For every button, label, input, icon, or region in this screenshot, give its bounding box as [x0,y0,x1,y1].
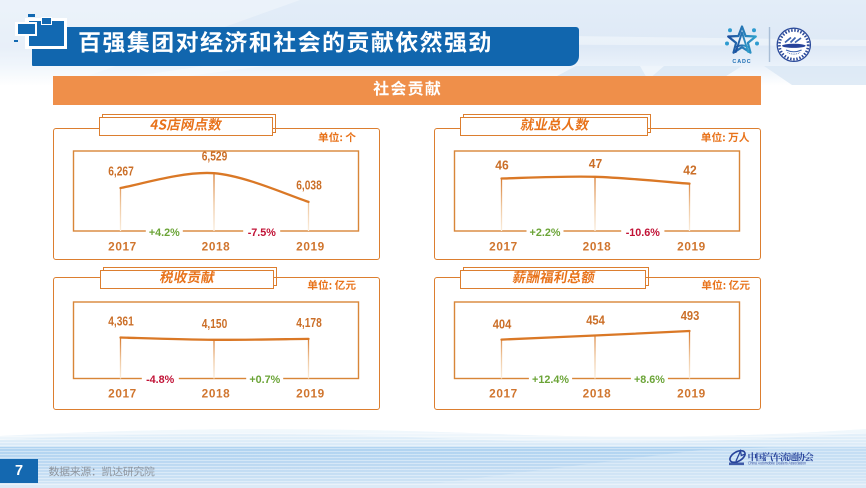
svg-text:46: 46 [495,157,508,172]
svg-text:2019: 2019 [677,240,706,254]
svg-text:6,267: 6,267 [109,163,135,178]
svg-text:47: 47 [589,156,602,171]
svg-text:+0.7%: +0.7% [250,374,281,386]
svg-text:493: 493 [681,308,700,323]
svg-text:2017: 2017 [489,387,518,401]
svg-text:2017: 2017 [109,387,138,401]
svg-text:4,150: 4,150 [202,316,228,331]
svg-text:CADC: CADC [732,59,751,65]
svg-text:2019: 2019 [677,387,706,401]
svg-text:454: 454 [586,313,605,328]
svg-text:2018: 2018 [583,387,612,401]
svg-text:2018: 2018 [583,240,612,254]
svg-text:42: 42 [683,163,696,178]
svg-text:2019: 2019 [297,387,326,401]
svg-text:2018: 2018 [202,387,231,401]
svg-text:+4.2%: +4.2% [149,227,180,239]
svg-text:2019: 2019 [297,240,326,254]
svg-text:-7.5%: -7.5% [248,227,277,239]
svg-text:+8.6%: +8.6% [634,374,665,386]
svg-text:2018: 2018 [202,240,231,254]
svg-text:2017: 2017 [109,240,138,254]
svg-text:China Automobile Dealers Assoc: China Automobile Dealers Association [748,460,807,465]
svg-text:2017: 2017 [489,240,518,254]
svg-text:4,361: 4,361 [109,314,135,329]
svg-text:+2.2%: +2.2% [529,227,560,239]
svg-text:404: 404 [493,317,512,332]
svg-text:+12.4%: +12.4% [532,374,569,386]
svg-text:6,038: 6,038 [297,177,323,192]
svg-text:-4.8%: -4.8% [146,374,175,386]
svg-text:-10.6%: -10.6% [626,227,661,239]
svg-text:6,529: 6,529 [202,149,228,164]
svg-text:4,178: 4,178 [297,315,323,330]
